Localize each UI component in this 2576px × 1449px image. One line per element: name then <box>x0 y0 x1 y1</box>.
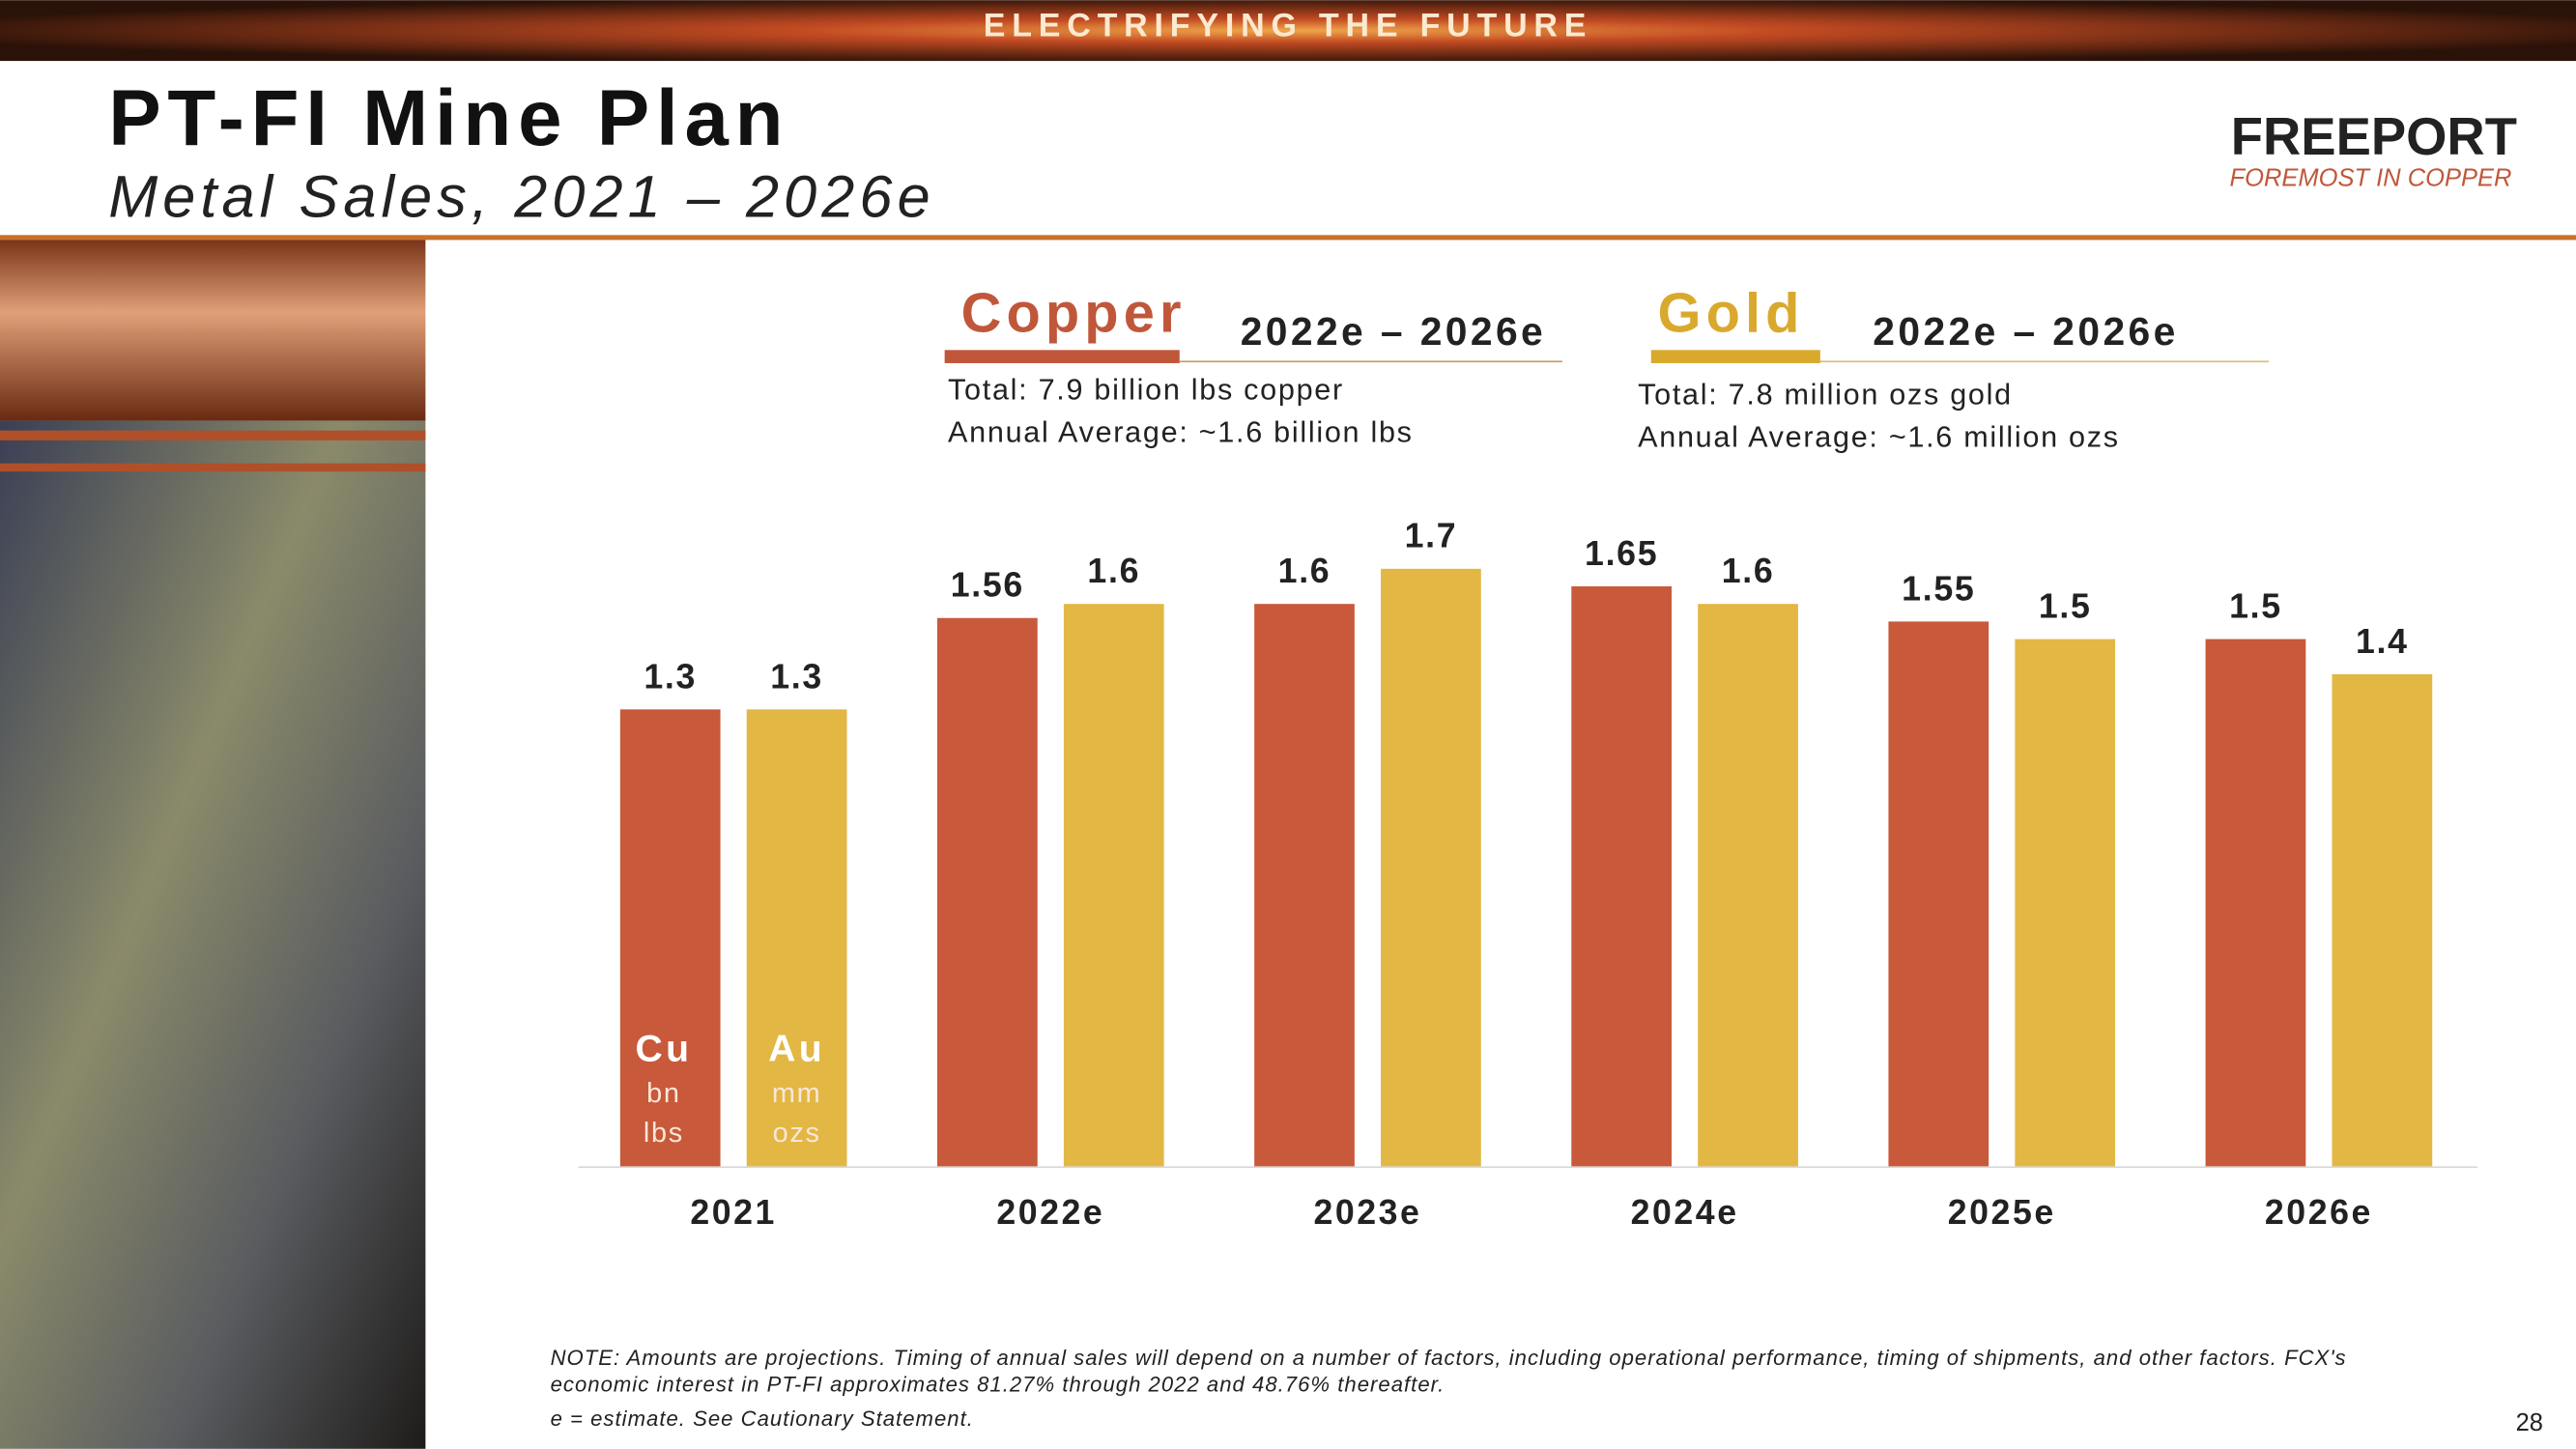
note: NOTE: Amounts are projections. Timing of… <box>551 1346 2347 1370</box>
bar <box>1888 621 1989 1167</box>
photo-strip <box>0 240 426 421</box>
bar <box>2205 639 2306 1167</box>
panel-line: Total: 7.9 billion lbs copper <box>948 373 1344 406</box>
panel-bar <box>944 350 1180 363</box>
data-label: 1.56 <box>951 566 1024 605</box>
data-label: 1.6 <box>1722 552 1775 590</box>
data-label: 1.6 <box>1278 552 1331 590</box>
data-label: 1.5 <box>2039 586 2092 625</box>
panel-bar <box>1650 350 1820 363</box>
bar <box>936 617 1038 1167</box>
photo-stripe <box>0 463 426 472</box>
data-label: 1.7 <box>1405 517 1458 555</box>
series-name: Cu <box>635 1029 692 1070</box>
x-tick-label: 2024e <box>1631 1193 1739 1232</box>
data-label: 1.6 <box>1087 552 1140 590</box>
bar <box>2332 673 2433 1167</box>
plot: 2021 1.3 1.3 2022e 1.56 1.6 2023e 1.6 1.7 2024e 1.… <box>619 517 2433 1232</box>
panel-period: 2022e – 2026e <box>1873 309 2178 354</box>
data-label: 1.55 <box>1902 569 1975 608</box>
panel-line: Annual Average: ~1.6 billion lbs <box>948 416 1414 449</box>
logo-tagline: FOREMOST IN COPPER <box>2230 164 2512 191</box>
series-unit: mm <box>772 1078 822 1109</box>
x-tick-label: 2021 <box>690 1193 777 1232</box>
data-label: 1.65 <box>1585 534 1658 573</box>
header-rule <box>0 235 2576 241</box>
data-label: 1.3 <box>644 657 697 696</box>
series-name: Au <box>768 1029 825 1070</box>
subtitle: Metal Sales, 2021 – 2026e <box>108 164 935 230</box>
page-number: 28 <box>2516 1409 2543 1436</box>
series-unit: ozs <box>773 1118 821 1149</box>
bar <box>1381 568 1481 1167</box>
data-label: 1.5 <box>2229 586 2282 625</box>
data-label: 1.4 <box>2356 622 2409 661</box>
photo <box>0 420 426 1449</box>
bar <box>746 709 847 1167</box>
photo-stripe <box>0 430 426 440</box>
series-unit: bn <box>646 1078 681 1109</box>
bar <box>1571 586 1673 1167</box>
panel-line: Annual Average: ~1.6 million ozs <box>1638 421 2120 454</box>
title: PT-FI Mine Plan <box>108 74 789 162</box>
panel-line: Total: 7.8 million ozs gold <box>1638 378 2013 411</box>
bar <box>1698 604 1798 1167</box>
banner-text: ELECTRIFYING THE FUTURE <box>984 8 1593 44</box>
x-tick-label: 2023e <box>1313 1193 1421 1232</box>
note: economic interest in PT-FI approximates … <box>551 1372 1445 1396</box>
panel-heading: Copper <box>961 283 1187 345</box>
bar <box>1063 604 1164 1167</box>
logo-name: FREEPORT <box>2231 107 2517 166</box>
note: e = estimate. See Cautionary Statement. <box>551 1406 974 1431</box>
x-tick-label: 2022e <box>996 1193 1104 1232</box>
x-tick-label: 2025e <box>1948 1193 2056 1232</box>
bar <box>2015 639 2116 1167</box>
x-tick-label: 2026e <box>2265 1193 2373 1232</box>
bar <box>619 709 721 1167</box>
bar <box>1254 604 1355 1167</box>
series-unit: lbs <box>644 1118 684 1149</box>
data-label: 1.3 <box>770 657 823 696</box>
banner <box>0 0 2576 62</box>
panel-period: 2022e – 2026e <box>1241 309 1546 354</box>
panel-heading: Gold <box>1658 283 1805 345</box>
